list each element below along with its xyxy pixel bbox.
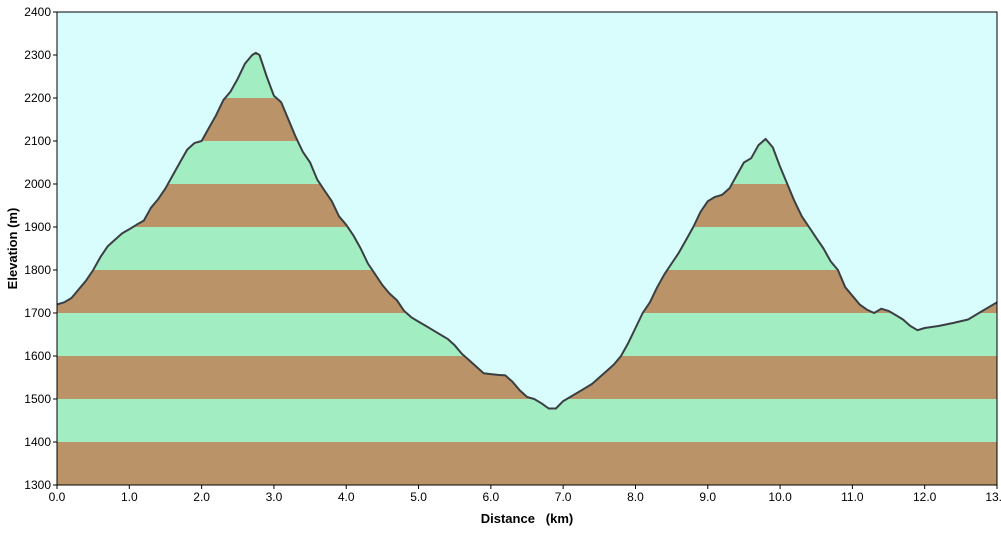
y-tick-label: 2100 bbox=[24, 134, 51, 148]
x-tick-label: 10.0 bbox=[768, 490, 792, 504]
x-tick-label: 9.0 bbox=[699, 490, 716, 504]
x-tick-label: 3.0 bbox=[266, 490, 283, 504]
y-axis-ticks: 1300 1400 1500 1600 1700 1800 1900 2000 2100 2200… bbox=[24, 5, 57, 492]
plot-frame bbox=[56, 11, 998, 486]
x-tick-label: 5.0 bbox=[410, 490, 427, 504]
y-tick-label: 1400 bbox=[24, 435, 51, 449]
y-tick-label: 2000 bbox=[24, 177, 51, 191]
y-tick-label: 2200 bbox=[24, 91, 51, 105]
x-axis-title: Distance (km) bbox=[481, 511, 573, 526]
y-axis-title: Elevation (m) bbox=[5, 208, 20, 290]
y-tick-label: 1900 bbox=[24, 220, 51, 234]
y-tick-label: 1300 bbox=[24, 478, 51, 492]
y-tick-label: 2300 bbox=[24, 48, 51, 62]
y-tick-label: 1700 bbox=[24, 306, 51, 320]
x-tick-label: 11.0 bbox=[841, 490, 864, 504]
x-tick-label: 7.0 bbox=[555, 490, 572, 504]
x-tick-label: 13.0 bbox=[985, 490, 1001, 504]
x-tick-label: 4.0 bbox=[338, 490, 355, 504]
x-tick-label: 6.0 bbox=[483, 490, 500, 504]
x-tick-label: 0.0 bbox=[49, 490, 66, 504]
elevation-band bbox=[57, 399, 997, 442]
x-tick-label: 2.0 bbox=[193, 490, 210, 504]
elevation-profile-line bbox=[56, 51, 998, 410]
y-tick-label: 1500 bbox=[24, 392, 51, 406]
x-tick-label: 8.0 bbox=[627, 490, 644, 504]
x-tick-label: 1.0 bbox=[121, 490, 138, 504]
elevation-band bbox=[57, 442, 997, 485]
x-tick-label: 12.0 bbox=[913, 490, 937, 504]
y-tick-label: 1600 bbox=[24, 349, 51, 363]
y-tick-label: 1800 bbox=[24, 263, 51, 277]
x-axis-ticks: 0.0 1.0 2.0 3.0 4.0 5.0 6.0 7.0 8.0 9.0 10.0 11.0 12… bbox=[49, 485, 1001, 504]
y-tick-label: 2400 bbox=[24, 5, 51, 19]
